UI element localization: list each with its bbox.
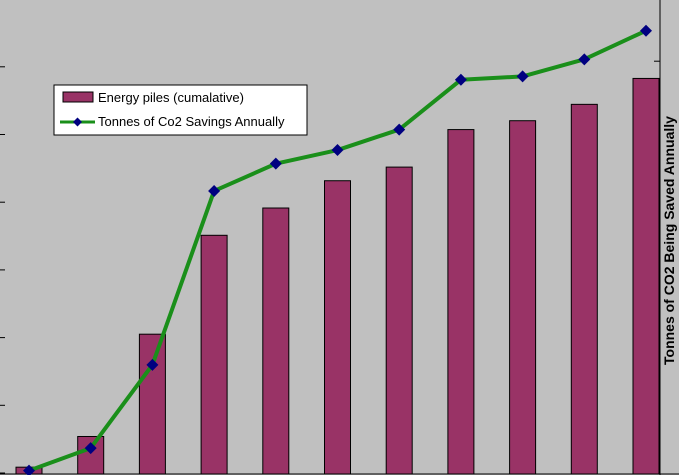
line-point-6 [331,144,344,157]
legend-bar-label: Energy piles (cumalative) [98,90,244,105]
line-point-2 [84,442,97,455]
bar-4 [200,234,228,475]
y-axis-label-right: Tonnes of CO2 Being Saved Annually [661,116,677,365]
bar-5 [262,207,290,475]
line-point-8 [454,73,467,86]
bar-3 [138,333,166,475]
line-point-11 [640,24,652,37]
legend-line-marker [73,117,82,127]
line-series [23,24,652,475]
bar-8 [447,129,475,475]
bar-9 [509,120,537,475]
line-point-10 [578,53,591,66]
bar-7 [385,166,413,475]
line-point-4 [208,184,221,197]
line-point-3 [146,358,159,371]
legend-bar-swatch [62,91,94,103]
line-point-7 [393,123,406,136]
legend-box [53,84,308,136]
bar-10 [570,103,598,475]
line-point-1 [23,464,35,475]
legend: Energy piles (cumalative) Tonnes of Co2 … [53,84,308,136]
left-axis-ticks [0,66,5,474]
bar-11 [632,77,660,475]
line-point-5 [269,157,282,170]
line-point-9 [516,70,529,83]
legend-line-label: Tonnes of Co2 Savings Annually [98,114,285,129]
bar-6 [324,180,351,475]
bar-series [15,77,660,475]
